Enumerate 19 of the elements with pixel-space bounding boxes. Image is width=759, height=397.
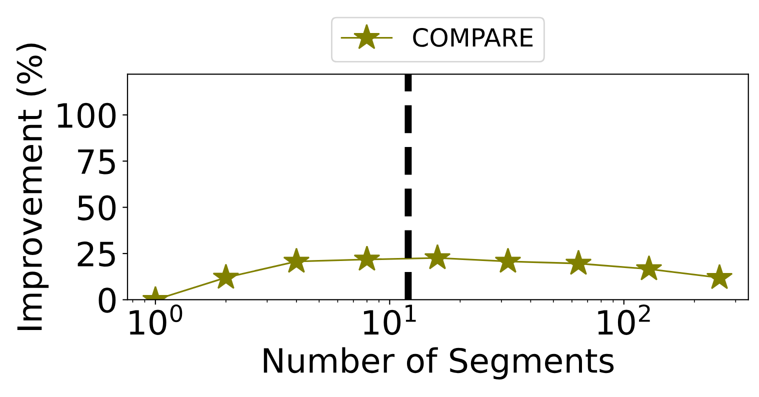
point [212, 264, 240, 289]
point [706, 264, 733, 290]
point [494, 248, 522, 273]
y-tick-label: 100 [58, 102, 116, 128]
y-tick-label: 25 [78, 241, 115, 267]
point [283, 248, 310, 273]
point [636, 255, 662, 280]
x-tick-label: 10$^{2}$ [598, 304, 650, 336]
y-tick-label: 0 [98, 288, 116, 313]
x-tick-label: 10$^{0}$ [130, 304, 182, 336]
x-axis-title: Number of Segments [264, 347, 614, 380]
y-tick-label: 75 [78, 149, 115, 174]
legend-label: COMPARE [413, 28, 533, 47]
point [424, 244, 451, 270]
x-tick-label: 10$^{1}$ [364, 304, 416, 336]
y-tick-label: 50 [78, 195, 116, 220]
y-axis-title: Improvement (%) [16, 44, 49, 330]
point [565, 250, 592, 275]
point [354, 246, 380, 271]
